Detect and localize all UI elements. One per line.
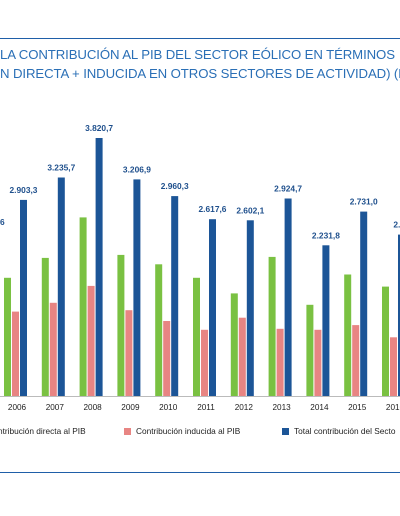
bar-direct-2011 xyxy=(193,277,200,396)
bar-direct-2006 xyxy=(4,277,11,396)
bar-induced-2007 xyxy=(49,302,57,396)
x-tick-label-2010: 2010 xyxy=(159,403,178,412)
bar-induced-2013 xyxy=(276,328,284,396)
bar-total-2006 xyxy=(20,199,27,396)
bar-direct-2013 xyxy=(268,256,276,396)
value-label-2010: 2.960,3 xyxy=(161,181,189,191)
bar-induced-2015 xyxy=(352,325,360,396)
bar-total-2011 xyxy=(209,219,216,396)
legend-direct-label: ntribución directa al PIB xyxy=(0,426,86,436)
bar-total-2009 xyxy=(133,179,141,396)
x-tick-label-2007: 2007 xyxy=(46,403,65,412)
bar-total-2010 xyxy=(171,196,179,396)
x-tick-label-2006: 2006 xyxy=(8,403,27,412)
value-label-2013: 2.924,7 xyxy=(274,184,302,194)
title-line-2: N DIRECTA + INDUCIDA EN OTROS SECTORES D… xyxy=(0,66,400,81)
bar-total-2007 xyxy=(57,177,65,396)
bar-induced-2014 xyxy=(314,329,322,396)
value-label-2012: 2.602,1 xyxy=(236,205,264,215)
bar-induced-2009 xyxy=(125,310,133,396)
bar-total-2013 xyxy=(284,198,292,396)
x-tick-label-2009: 2009 xyxy=(121,403,140,412)
value-label-2011: 2.617,6 xyxy=(199,204,227,214)
bar-induced-2011 xyxy=(201,329,208,396)
bar-induced-2012 xyxy=(238,317,246,396)
x-tick-label-2014: 2014 xyxy=(310,403,329,412)
bar-total-2012 xyxy=(246,220,254,396)
legend-induced-label: Contribución inducida al PIB xyxy=(136,426,241,436)
legend-item-induced: Contribución inducida al PIB xyxy=(124,426,240,436)
legend-total-label: Total contribución del Secto xyxy=(294,426,396,436)
bar-induced-2008 xyxy=(87,285,95,396)
value-label-2006: 2.903,3 xyxy=(10,185,38,195)
bottom-rule xyxy=(0,472,400,473)
bar-chart: 2.903,3 2006 3.235,7 2007 3.820,7 2008 3.206,9… xyxy=(0,123,400,412)
bar-total-2008 xyxy=(95,138,103,396)
bar-total-2016 xyxy=(398,234,400,396)
bar-direct-2015 xyxy=(344,274,352,396)
bar-direct-2014 xyxy=(306,304,314,396)
value-label-2007: 3.235,7 xyxy=(47,163,75,173)
x-tick-label-2015: 2015 xyxy=(348,403,367,412)
bar-direct-2007 xyxy=(41,257,49,396)
bar-induced-2010 xyxy=(163,321,171,396)
bar-direct-2009 xyxy=(117,254,125,396)
value-label-2014: 2.231,8 xyxy=(312,230,340,240)
title-top-rule xyxy=(0,38,400,39)
legend-induced-swatch xyxy=(124,427,131,435)
legend-item-total: Total contribución del Secto xyxy=(282,426,395,436)
value-label-2009: 3.206,9 xyxy=(123,164,151,174)
bar-total-2014 xyxy=(322,245,330,396)
x-tick-label-2013: 2013 xyxy=(272,403,291,412)
value-label-partial-left: 6 xyxy=(0,217,5,227)
x-tick-label-2008: 2008 xyxy=(83,403,102,412)
legend-total-swatch xyxy=(282,427,289,435)
bar-induced-2016 xyxy=(390,337,397,396)
legend-item-direct: ntribución directa al PIB xyxy=(0,426,86,436)
chart-title: LA CONTRIBUCIÓN AL PIB DEL SECTOR EÓLICO… xyxy=(0,45,400,85)
title-line-1: LA CONTRIBUCIÓN AL PIB DEL SECTOR EÓLICO… xyxy=(0,47,395,62)
legend: ntribución directa al PIB Contribución i… xyxy=(0,426,400,440)
bar-direct-2012 xyxy=(230,293,238,396)
bar-direct-2008 xyxy=(79,217,87,396)
x-tick-label-2012: 2012 xyxy=(235,403,254,412)
x-tick-label-2011: 2011 xyxy=(197,403,215,412)
bar-induced-2006 xyxy=(12,311,19,396)
bar-total-2015 xyxy=(360,211,368,396)
value-label-2016: 2.39 xyxy=(393,220,400,230)
bar-direct-2010 xyxy=(155,264,163,396)
bar-direct-2016 xyxy=(382,286,389,396)
value-label-2008: 3.820,7 xyxy=(85,123,113,133)
value-label-2015: 2.731,0 xyxy=(350,197,378,207)
